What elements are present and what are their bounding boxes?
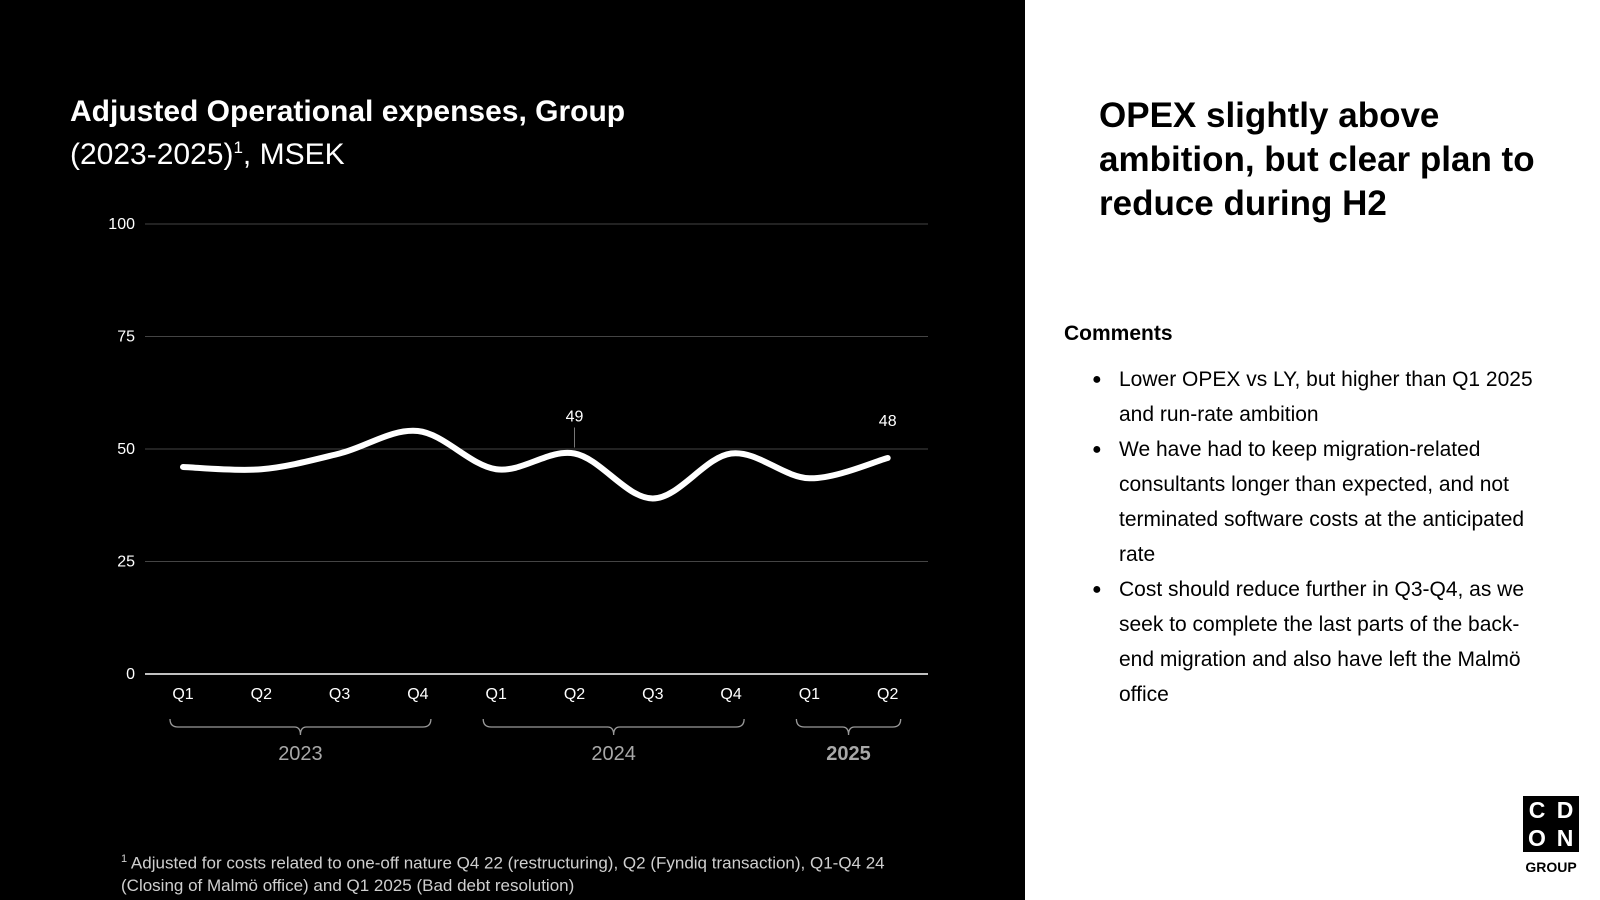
- year-group-label: 2023: [278, 743, 323, 765]
- comment-item: ● We have had to keep migration-related c…: [1064, 432, 1554, 572]
- chart-subtitle-unit: , MSEK: [242, 138, 345, 171]
- comments-list: ● Lower OPEX vs LY, but higher than Q1 20…: [1064, 362, 1554, 712]
- bullet-icon: ●: [1092, 581, 1102, 598]
- chart-subtitle-footnote-ref: 1: [233, 138, 243, 157]
- x-tick-label: Q2: [564, 686, 585, 703]
- chart-title: Adjusted Operational expenses, Group (20…: [70, 94, 625, 173]
- bullet-icon: ●: [1092, 371, 1102, 388]
- x-tick-label: Q4: [720, 686, 741, 703]
- series-line: [180, 427, 891, 502]
- comment-item: ● Lower OPEX vs LY, but higher than Q1 20…: [1064, 362, 1554, 432]
- comment-text: Cost should reduce further in Q3-Q4, as …: [1119, 578, 1525, 706]
- logo-letter: D: [1556, 797, 1574, 823]
- comments-heading: Comments: [1064, 322, 1173, 345]
- x-tick-label: Q3: [329, 686, 350, 703]
- logo-letter: O: [1528, 825, 1546, 851]
- footnote-marker: 1: [121, 853, 128, 865]
- x-tick-label: Q1: [172, 686, 193, 703]
- x-tick-label: Q4: [407, 686, 428, 703]
- x-tick-label: Q2: [877, 686, 898, 703]
- bullet-icon: ●: [1092, 441, 1102, 458]
- comment-text: Lower OPEX vs LY, but higher than Q1 202…: [1119, 368, 1533, 426]
- line-chart: 0 25 50 75 100 Q1 Q2 Q3 Q4 Q1 Q2 Q3 Q4 Q1 Q2 2023 2024 20…: [108, 216, 928, 765]
- footnote-text: Adjusted for costs related to one-off na…: [121, 853, 885, 895]
- headline: OPEX slightly above ambition, but clear …: [1099, 96, 1535, 223]
- footnote: 1 Adjusted for costs related to one-off …: [121, 848, 941, 897]
- comment-item: ● Cost should reduce further in Q3-Q4, as…: [1064, 572, 1554, 712]
- logo-letter: N: [1556, 825, 1574, 851]
- x-tick-label: Q3: [642, 686, 663, 703]
- data-label: 49: [566, 409, 584, 426]
- y-tick-label: 75: [117, 329, 135, 346]
- cdon-logo: C D O N: [1523, 796, 1579, 852]
- y-tick-label: 25: [117, 554, 135, 571]
- chart-subtitle: (2023-2025)1, MSEK: [70, 130, 625, 173]
- chart-subtitle-years: (2023-2025): [70, 138, 234, 171]
- year-group-bracket: [482, 718, 745, 736]
- y-tick-label: 0: [126, 666, 135, 683]
- comment-text: We have had to keep migration-related co…: [1119, 438, 1525, 566]
- year-group-label: 2025: [826, 743, 871, 765]
- x-tick-label: Q1: [799, 686, 820, 703]
- year-group-bracket: [169, 718, 432, 736]
- year-group-label: 2024: [591, 743, 636, 765]
- chart-panel: Adjusted Operational expenses, Group (20…: [0, 0, 1025, 900]
- logo-letter: C: [1528, 797, 1546, 823]
- y-tick-label: 50: [117, 441, 135, 458]
- x-tick-label: Q2: [251, 686, 272, 703]
- y-tick-label: 100: [108, 216, 135, 233]
- data-label: 48: [879, 413, 897, 430]
- logo-group-label: GROUP: [1525, 859, 1577, 875]
- chart-title-main: Adjusted Operational expenses, Group: [70, 95, 626, 128]
- year-group-bracket: [795, 718, 902, 736]
- x-tick-label: Q1: [486, 686, 507, 703]
